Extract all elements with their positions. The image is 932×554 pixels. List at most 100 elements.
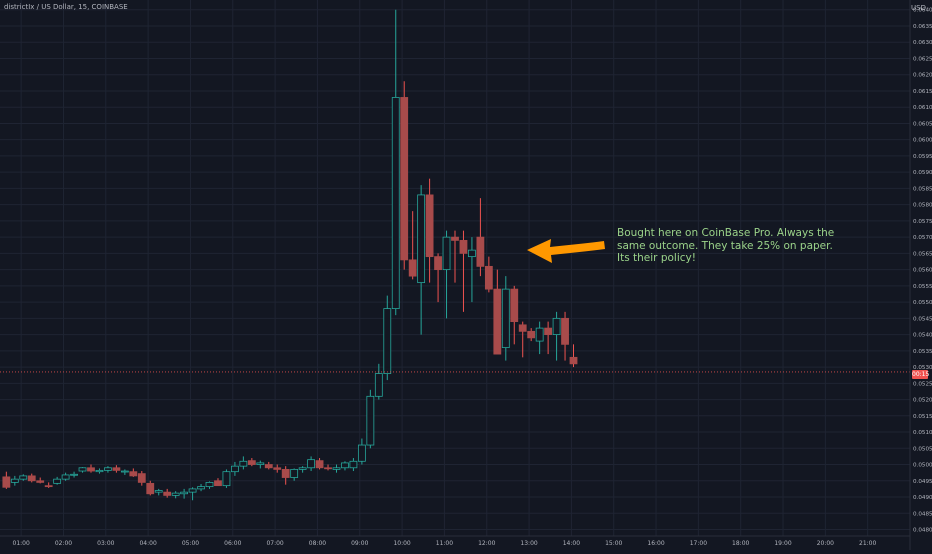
x-tick-label: 21:00 xyxy=(859,540,876,547)
annotation-text[interactable]: Bought here on CoinBase Pro. Always the … xyxy=(617,227,834,265)
candle-up[interactable] xyxy=(171,492,180,496)
candle-up[interactable] xyxy=(290,469,299,478)
candle-down[interactable] xyxy=(408,259,417,277)
candle-down[interactable] xyxy=(146,482,155,495)
candle-up[interactable] xyxy=(197,486,205,490)
x-tick-label: 03:00 xyxy=(97,540,114,547)
candle-up[interactable] xyxy=(501,288,510,348)
candle-down[interactable] xyxy=(510,288,519,322)
candle-down[interactable] xyxy=(518,324,527,332)
candle-up[interactable] xyxy=(417,194,426,284)
y-tick-label: 0.0530 xyxy=(913,365,932,371)
candle-down[interactable] xyxy=(44,485,53,488)
candle-up[interactable] xyxy=(552,317,561,335)
candle-up[interactable] xyxy=(307,459,315,469)
candle-down[interactable] xyxy=(451,236,459,241)
candle-up[interactable] xyxy=(104,467,112,471)
candle-down[interactable] xyxy=(87,467,95,472)
candle-up[interactable] xyxy=(205,481,214,488)
y-tick-label: 0.0525 xyxy=(913,381,932,387)
candle-up[interactable] xyxy=(256,462,265,465)
candle-down[interactable] xyxy=(425,194,434,258)
y-tick-label: 0.0545 xyxy=(913,316,932,322)
y-tick-label: 0.0480 xyxy=(913,528,932,534)
candle-up[interactable] xyxy=(78,467,87,472)
candle-down[interactable] xyxy=(137,473,146,483)
y-tick-label: 0.0580 xyxy=(913,203,932,209)
y-tick-label: 0.0495 xyxy=(913,479,932,485)
candle-up[interactable] xyxy=(391,97,400,310)
candle-down[interactable] xyxy=(493,288,502,355)
candle-up[interactable] xyxy=(357,444,366,462)
candle-down[interactable] xyxy=(544,327,553,335)
candle-up[interactable] xyxy=(10,478,19,483)
currency-label[interactable]: USD xyxy=(911,4,926,12)
grid xyxy=(0,0,910,536)
y-tick-label: 0.0595 xyxy=(913,154,932,160)
x-tick-label: 19:00 xyxy=(774,540,791,547)
candle-up[interactable] xyxy=(239,460,248,467)
candle-up[interactable] xyxy=(442,236,451,271)
candle-down[interactable] xyxy=(569,356,578,365)
candle-down[interactable] xyxy=(129,471,138,477)
y-tick-label: 0.0605 xyxy=(913,121,932,127)
candle-down[interactable] xyxy=(459,239,468,254)
x-tick-label: 05:00 xyxy=(182,540,199,547)
y-tick-label: 0.0540 xyxy=(913,333,932,339)
candle-up[interactable] xyxy=(298,467,307,470)
candle-down[interactable] xyxy=(561,317,569,345)
candle-up[interactable] xyxy=(188,488,197,493)
y-tick-label: 0.0615 xyxy=(913,89,932,95)
candle-down[interactable] xyxy=(264,464,273,469)
candle-up[interactable] xyxy=(535,327,544,342)
candle-down[interactable] xyxy=(163,491,172,496)
candle-down[interactable] xyxy=(484,265,493,290)
candle-up[interactable] xyxy=(374,373,383,397)
candle-down[interactable] xyxy=(434,256,442,271)
x-tick-label: 04:00 xyxy=(139,540,156,547)
candle-down[interactable] xyxy=(315,460,324,469)
candle-up[interactable] xyxy=(349,460,358,469)
x-tick-label: 12:00 xyxy=(478,540,495,547)
candle-up[interactable] xyxy=(341,462,349,469)
candle-down[interactable] xyxy=(247,460,256,465)
candle-up[interactable] xyxy=(61,474,70,480)
x-tick-label: 16:00 xyxy=(647,540,664,547)
candle-down[interactable] xyxy=(2,476,11,488)
candle-down[interactable] xyxy=(527,330,536,339)
candle-up[interactable] xyxy=(95,469,104,473)
y-tick-label: 0.0625 xyxy=(913,56,932,62)
x-tick-label: 15:00 xyxy=(605,540,622,547)
candle-down[interactable] xyxy=(476,236,485,267)
candle-up[interactable] xyxy=(366,395,375,446)
candle-down[interactable] xyxy=(281,469,290,478)
candle-down[interactable] xyxy=(400,97,409,261)
candle-up[interactable] xyxy=(53,478,62,484)
candle-down[interactable] xyxy=(27,475,36,482)
symbol-label[interactable]: districtIx / US Dollar, 15, COINBASE xyxy=(4,3,128,11)
x-tick-label: 07:00 xyxy=(266,540,283,547)
candle-up[interactable] xyxy=(120,470,129,473)
candle-up[interactable] xyxy=(180,491,189,495)
candle-up[interactable] xyxy=(231,465,239,473)
candle-down[interactable] xyxy=(273,467,282,470)
candle-up[interactable] xyxy=(222,471,231,487)
candle-down[interactable] xyxy=(36,480,45,483)
candle-up[interactable] xyxy=(383,308,392,374)
candle-down[interactable] xyxy=(214,480,222,487)
candles[interactable] xyxy=(2,9,578,501)
candle-down[interactable] xyxy=(324,467,332,470)
candle-up[interactable] xyxy=(332,467,341,470)
candle-down[interactable] xyxy=(112,467,121,471)
candle-up[interactable] xyxy=(468,249,476,258)
y-tick-label: 0.0640 xyxy=(913,8,932,14)
candle-up[interactable] xyxy=(154,490,163,493)
annotation-arrow xyxy=(527,239,605,263)
candle-up[interactable] xyxy=(19,475,28,480)
candle-up[interactable] xyxy=(70,473,78,476)
last-price-tag: 00:15 xyxy=(912,370,930,379)
x-tick-label: 08:00 xyxy=(309,540,326,547)
y-tick-label: 0.0500 xyxy=(913,463,932,469)
